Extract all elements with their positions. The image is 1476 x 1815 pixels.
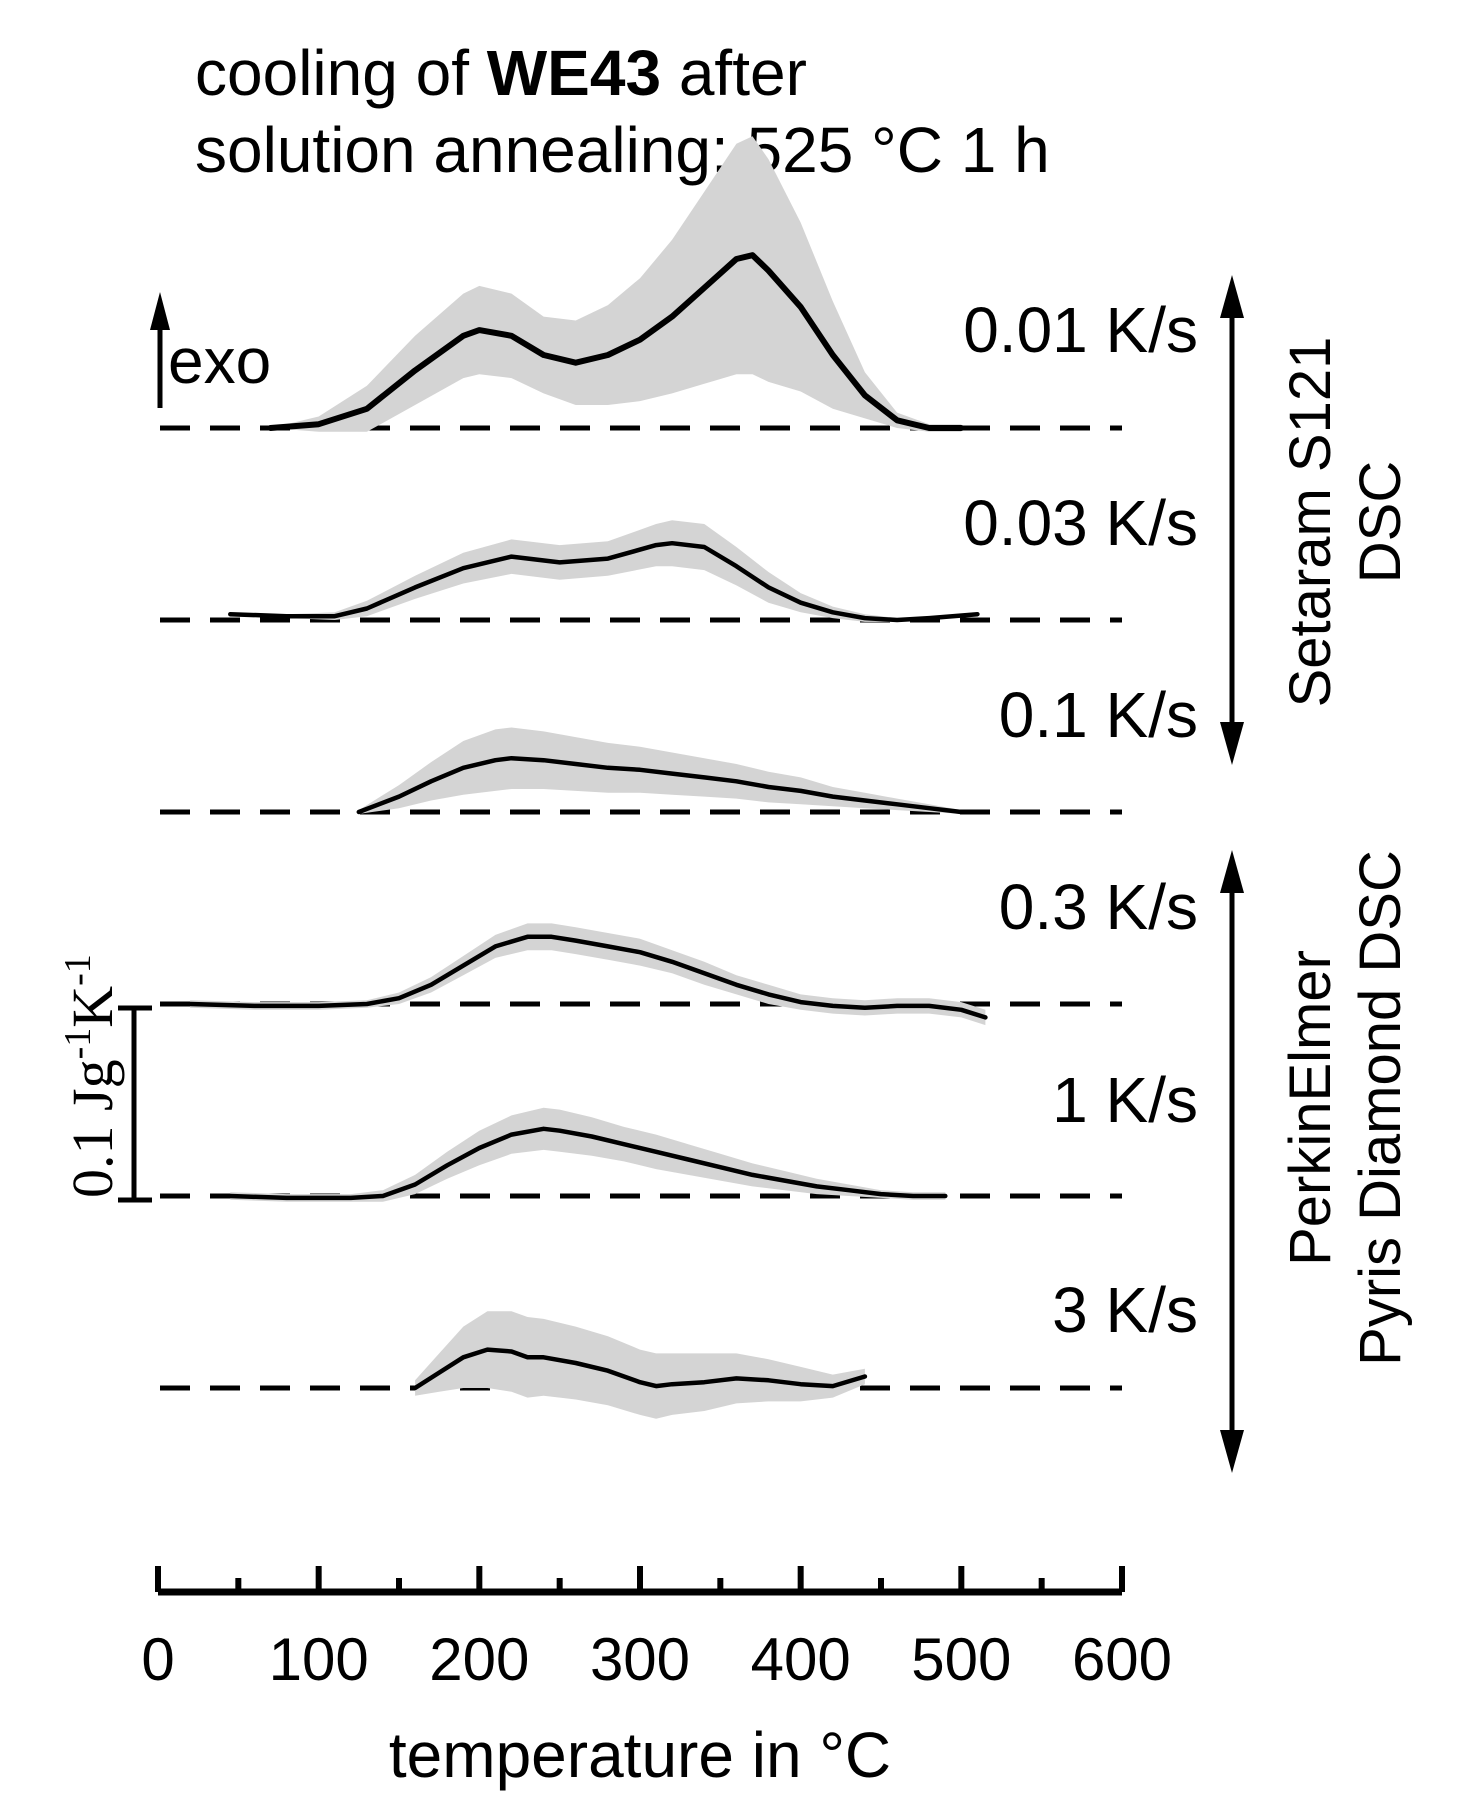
scale-bar-label: 0.1 Jg-1K-1 — [57, 954, 125, 1198]
label-0-3-k-s: 0.3 K/s — [999, 871, 1198, 943]
instrument-setaram: Setaram S121 DSC — [1220, 275, 1413, 765]
x-tick-label-600: 600 — [1072, 1626, 1172, 1693]
curve-0-3-k-s — [187, 934, 988, 1020]
band-0-01-k-s — [270, 136, 962, 432]
label-1-k-s: 1 K/s — [1052, 1064, 1198, 1136]
perkinelmer-arrow-head-down — [1220, 1430, 1244, 1473]
x-tick-label-300: 300 — [590, 1626, 690, 1693]
series-curves — [187, 252, 988, 1391]
title-suffix: after — [661, 37, 807, 109]
chart-title-line1: cooling of WE43 after — [195, 37, 807, 109]
x-tick-label-400: 400 — [751, 1626, 851, 1693]
title-alloy: WE43 — [487, 37, 661, 109]
exo-arrow-head — [150, 292, 170, 330]
exo-label: exo — [168, 325, 271, 397]
setaram-arrow-head-down — [1220, 722, 1244, 765]
x-tick-label-500: 500 — [911, 1626, 1011, 1693]
curve-0-01-k-s — [267, 252, 965, 431]
x-axis: 0 100 200 300 400 500 600 — [141, 1566, 1172, 1693]
x-axis-label: temperature in °C — [389, 1719, 891, 1791]
perkinelmer-name-line2: Pyris Diamond DSC — [1348, 850, 1413, 1366]
x-tick-label-100: 100 — [269, 1626, 369, 1693]
baselines — [160, 425, 1122, 1391]
label-3-k-s: 3 K/s — [1052, 1274, 1198, 1346]
x-tick-label-200: 200 — [429, 1626, 529, 1693]
series-labels: 0.01 K/s 0.03 K/s 0.1 K/s 0.3 K/s 1 K/s 3 K/s — [963, 294, 1198, 1346]
uncertainty-bands — [190, 136, 986, 1419]
curve-3-k-s — [412, 1347, 868, 1391]
setaram-arrow-head-up — [1220, 275, 1244, 318]
label-0-01-k-s: 0.01 K/s — [963, 294, 1198, 366]
instrument-perkinelmer: PerkinElmer Pyris Diamond DSC — [1220, 850, 1413, 1473]
curve-0-1-k-s — [356, 755, 964, 815]
scale-bar: 0.1 Jg-1K-1 — [57, 954, 152, 1203]
label-0-03-k-s: 0.03 K/s — [963, 487, 1198, 559]
x-tick-label-0: 0 — [141, 1626, 174, 1693]
title-prefix: cooling of — [195, 37, 487, 109]
band-3-k-s — [415, 1311, 865, 1419]
curve-0-03-k-s — [228, 540, 980, 623]
exo-indicator: exo — [150, 292, 271, 408]
perkinelmer-arrow-head-up — [1220, 850, 1244, 893]
setaram-name-line2: DSC — [1348, 461, 1413, 583]
label-0-1-k-s: 0.1 K/s — [999, 679, 1198, 751]
curve-1-k-s — [228, 1126, 948, 1201]
setaram-name-line1: Setaram S121 — [1278, 337, 1343, 708]
perkinelmer-name-line1: PerkinElmer — [1278, 950, 1343, 1266]
chart-title-line2: solution annealing: 525 °C 1 h — [195, 114, 1050, 186]
band-0-03-k-s — [230, 520, 978, 622]
